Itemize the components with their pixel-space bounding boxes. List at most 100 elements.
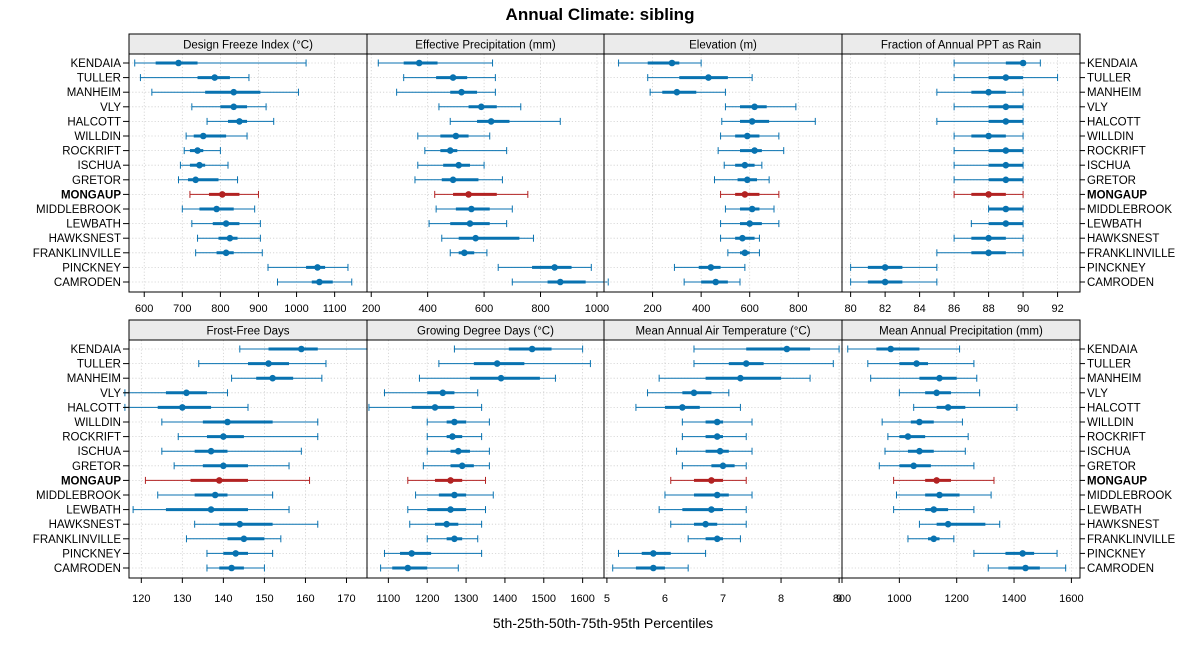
site-franklinville-median-point [240,535,248,543]
site-camroden-median-point [316,278,323,286]
x-tick-label: 90 [1017,303,1029,315]
site-kendaia-median-point [175,59,182,67]
site-label-mongaup-right: MONGAUP [1087,189,1147,201]
site-rockrift-median-point [904,433,912,440]
site-pinckney-median-point [314,264,321,271]
x-tick-label: 800 [789,303,807,315]
panels-layer: Design Freeze Index (°C) 600 700 800 900 1000… [33,33,1176,605]
site-label-middlebrook: MIDDLEBROOK [36,204,121,216]
site-label-rockrift-right: ROCKRIFT [1087,146,1146,158]
site-label-lewbath-right: LEWBATH [1087,219,1142,231]
x-tick-label: 600 [741,303,759,315]
site-ischua-median-point [741,161,749,169]
site-tuller-median-point [742,360,750,367]
site-camroden-median-point [650,564,657,572]
site-mongaup-median-point [741,191,749,198]
site-middlebrook-median-point [1002,205,1010,213]
x-tick-label: 1500 [532,593,556,605]
panel-4: Fraction of Annual PPT as Rain 80 82 84 86 88… [841,33,1081,315]
site-halcott-median-point [236,118,243,125]
site-label-hawksnest-right: HAWKSNEST [1087,519,1159,531]
site-manheim-median-point [737,374,744,382]
site-label-kendaia: KENDAIA [71,58,122,70]
site-tuller-median-point [913,360,920,367]
site-tuller-median-point [449,74,457,81]
panel-8: Mean Annual Precipitation (mm) 800 1000 120… [833,319,1084,605]
site-manheim-median-point [936,374,943,382]
site-label-gretor: GRETOR [72,461,121,473]
panel-7: Mean Annual Air Temperature (°C) 5 6 7 8 9 [603,319,843,605]
site-label-manheim: MANHEIM [67,373,121,385]
panel-border [366,53,605,293]
site-label-rockrift: ROCKRIFT [62,146,121,158]
site-lewbath-median-point [1002,220,1010,227]
site-label-willdin: WILLDIN [74,417,121,429]
site-pinckney-median-point [551,264,558,271]
site-middlebrook-median-point [451,491,458,499]
x-tick-label: 9 [836,593,842,605]
site-camroden-median-point [228,564,235,572]
site-pinckney-median-point [232,550,239,557]
site-label-middlebrook-right: MIDDLEBROOK [1087,490,1172,502]
site-mongaup-median-point [933,477,940,484]
site-label-ischua: ISCHUA [78,446,122,458]
site-label-middlebrook: MIDDLEBROOK [36,490,121,502]
site-vly-median-point [477,103,485,111]
site-label-franklinville: FRANKLINVILLE [33,534,122,546]
site-franklinville-median-point [451,535,458,543]
site-tuller-median-point [211,74,218,81]
site-gretor-median-point [458,462,466,470]
site-label-halcott: HALCOTT [67,402,121,414]
panel-title: Frost-Free Days [206,326,289,338]
site-label-kendaia-right: KENDAIA [1087,344,1138,356]
site-label-willdin-right: WILLDIN [1087,131,1134,143]
x-tick-label: 120 [132,593,150,605]
site-label-pinckney-right: PINCKNEY [1087,548,1146,560]
site-label-halcott-right: HALCOTT [1087,116,1141,128]
site-label-pinckney: PINCKNEY [62,548,121,560]
site-gretor-median-point [192,176,199,184]
site-label-pinckney-right: PINCKNEY [1087,262,1146,274]
site-lewbath-median-point [746,220,754,227]
x-tick-label: 600 [135,303,153,315]
site-camroden-median-point [712,278,720,286]
site-mongaup-median-point [465,191,472,198]
site-lewbath-median-point [466,220,474,227]
x-tick-label: 900 [249,303,267,315]
site-vly-median-point [690,389,698,397]
site-label-manheim-right: MANHEIM [1087,87,1141,99]
site-kendaia-median-point [783,345,791,353]
site-ischua-median-point [1002,161,1010,169]
x-tick-label: 400 [692,303,710,315]
site-label-franklinville: FRANKLINVILLE [33,248,122,260]
site-tuller-median-point [1002,74,1010,81]
panel-border [128,339,368,579]
site-gretor-median-point [220,462,227,470]
site-tuller-median-point [265,360,272,367]
x-tick-label: 84 [913,303,925,315]
panel-border [366,339,605,579]
panel-border [841,339,1081,579]
site-franklinville-median-point [985,249,992,257]
site-kendaia-median-point [528,345,536,353]
site-ischua-median-point [207,447,215,455]
site-gretor-median-point [1002,176,1010,184]
site-rockrift-median-point [1002,147,1010,154]
site-label-lewbath: LEWBATH [66,505,121,517]
panel-title: Design Freeze Index (°C) [183,40,313,52]
site-pinckney-median-point [408,550,415,557]
site-middlebrook-median-point [468,205,475,213]
site-willdin-median-point [452,132,460,140]
site-label-willdin: WILLDIN [74,131,121,143]
site-franklinville-median-point [461,249,468,257]
site-camroden-median-point [556,278,564,286]
site-halcott-median-point [179,404,186,411]
site-label-manheim: MANHEIM [67,87,121,99]
x-tick-label: 170 [337,593,355,605]
site-halcott-median-point [944,404,952,411]
x-tick-label: 1100 [377,593,401,605]
x-tick-label: 800 [211,303,229,315]
site-halcott-median-point [431,404,439,411]
x-tick-label: 1000 [887,593,911,605]
site-willdin-median-point [451,418,458,426]
